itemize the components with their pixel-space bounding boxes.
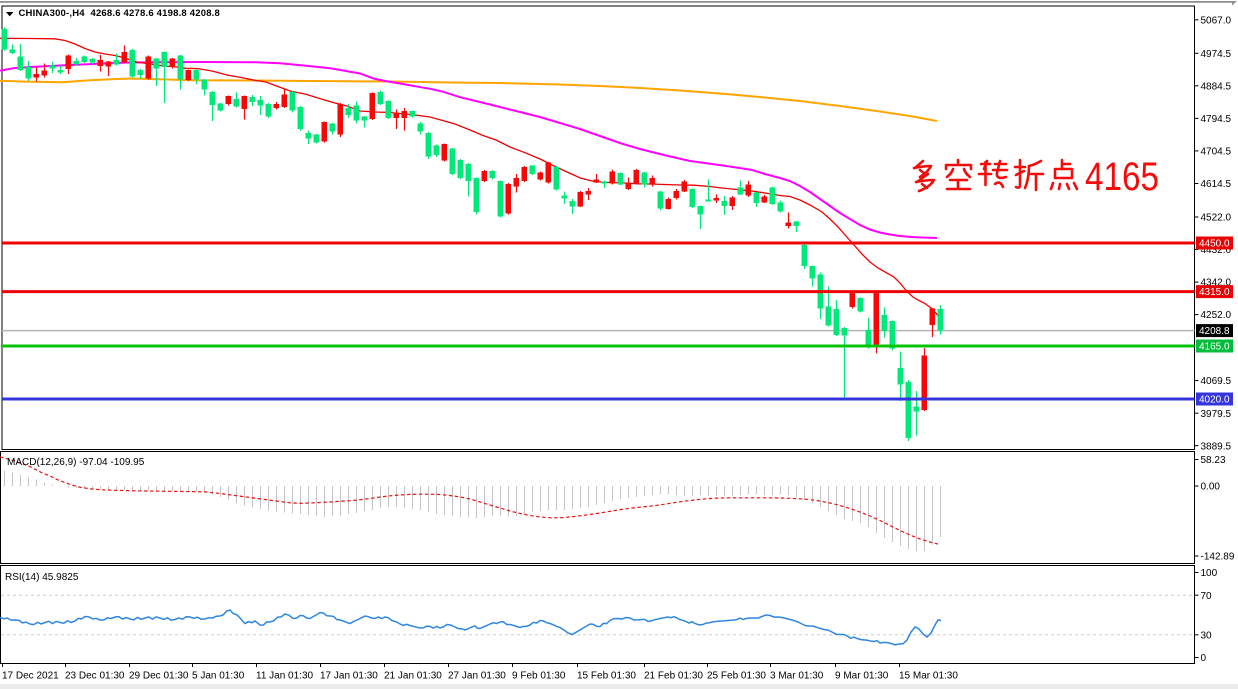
svg-text:3 Mar 01:30: 3 Mar 01:30 xyxy=(770,671,824,682)
svg-text:30: 30 xyxy=(1201,630,1213,641)
svg-text:5 Jan 01:30: 5 Jan 01:30 xyxy=(192,671,245,682)
svg-text:58.23: 58.23 xyxy=(1201,455,1226,466)
svg-text:5067.0: 5067.0 xyxy=(1201,15,1232,26)
svg-text:4522.0: 4522.0 xyxy=(1201,213,1232,224)
svg-text:9 Feb 01:30: 9 Feb 01:30 xyxy=(512,671,566,682)
svg-text:27 Jan 01:30: 27 Jan 01:30 xyxy=(448,671,506,682)
svg-text:4432.0: 4432.0 xyxy=(1201,245,1232,256)
svg-text:3889.5: 3889.5 xyxy=(1201,441,1232,452)
svg-text:29 Dec 01:30: 29 Dec 01:30 xyxy=(129,671,189,682)
svg-text:4315.0: 4315.0 xyxy=(1199,287,1230,298)
svg-text:21 Feb 01:30: 21 Feb 01:30 xyxy=(644,671,703,682)
svg-text:4614.5: 4614.5 xyxy=(1201,179,1232,190)
svg-text:RSI(14) 45.9825: RSI(14) 45.9825 xyxy=(5,572,79,583)
svg-text:21 Jan 01:30: 21 Jan 01:30 xyxy=(384,671,442,682)
svg-text:4069.5: 4069.5 xyxy=(1201,376,1232,387)
svg-text:4884.5: 4884.5 xyxy=(1201,81,1232,92)
svg-text:MACD(12,26,9) -97.04 -109.95: MACD(12,26,9) -97.04 -109.95 xyxy=(7,457,145,468)
svg-text:4020.0: 4020.0 xyxy=(1199,395,1230,406)
svg-text:4342.0: 4342.0 xyxy=(1201,278,1232,289)
svg-text:4974.5: 4974.5 xyxy=(1201,49,1232,60)
svg-text:-142.89: -142.89 xyxy=(1201,552,1235,563)
svg-text:17 Jan 01:30: 17 Jan 01:30 xyxy=(320,671,378,682)
svg-text:11 Jan 01:30: 11 Jan 01:30 xyxy=(256,671,314,682)
svg-text:15 Feb 01:30: 15 Feb 01:30 xyxy=(577,671,636,682)
svg-text:23 Dec 01:30: 23 Dec 01:30 xyxy=(65,671,125,682)
svg-text:0.00: 0.00 xyxy=(1201,482,1221,493)
svg-text:4704.5: 4704.5 xyxy=(1201,147,1232,158)
svg-text:4450.0: 4450.0 xyxy=(1199,239,1230,250)
svg-text:CHINA300-,H4 4268.6 4278.6 41: CHINA300-,H4 4268.6 4278.6 4198.8 4208.8 xyxy=(19,8,221,19)
svg-text:17 Dec 2021: 17 Dec 2021 xyxy=(2,671,59,682)
svg-text:9 Mar 01:30: 9 Mar 01:30 xyxy=(835,671,889,682)
svg-text:4794.5: 4794.5 xyxy=(1201,114,1232,125)
svg-text:25 Feb 01:30: 25 Feb 01:30 xyxy=(707,671,766,682)
svg-text:4165.0: 4165.0 xyxy=(1199,342,1230,353)
svg-text:3979.5: 3979.5 xyxy=(1201,409,1232,420)
svg-text:4165: 4165 xyxy=(1085,155,1159,199)
svg-text:0: 0 xyxy=(1201,653,1207,664)
svg-text:100: 100 xyxy=(1201,568,1218,579)
svg-text:4208.8: 4208.8 xyxy=(1199,326,1230,337)
svg-text:15 Mar 01:30: 15 Mar 01:30 xyxy=(899,671,958,682)
svg-text:4252.0: 4252.0 xyxy=(1201,310,1232,321)
svg-text:70: 70 xyxy=(1201,591,1213,602)
